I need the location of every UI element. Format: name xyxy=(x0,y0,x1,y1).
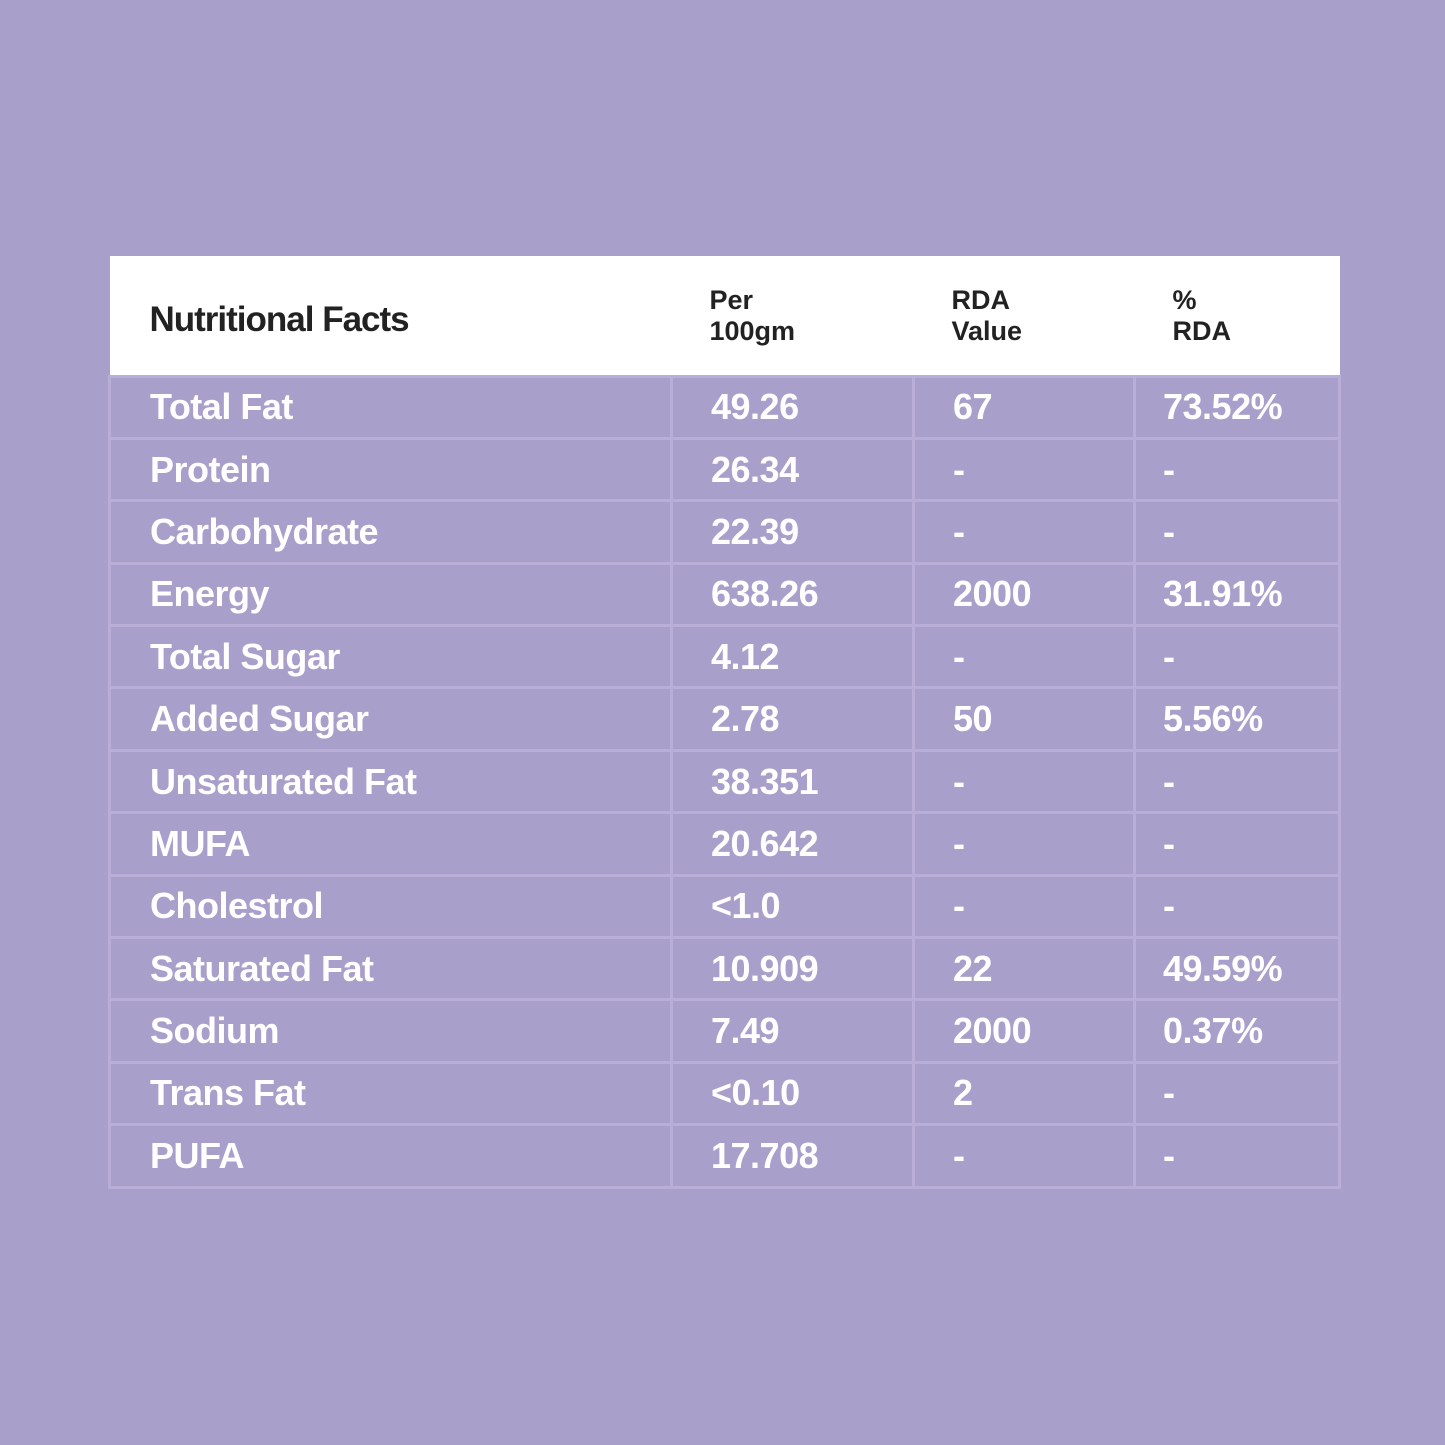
table-row: Protein 26.34- - xyxy=(108,436,1341,503)
table-row: PUFA 17.708- - xyxy=(108,1123,1341,1189)
cell-value: 22 xyxy=(912,936,1136,1002)
nutrient-name: Trans Fat xyxy=(108,1060,673,1127)
cell-value: 7.49 xyxy=(670,998,915,1064)
header-text: Nutritional Facts xyxy=(149,300,410,340)
cell-value: 49.26 xyxy=(670,374,915,440)
table-row: Unsaturated Fat 38.351- - xyxy=(108,748,1341,815)
nutrient-name: Total Sugar xyxy=(108,624,673,690)
header-text: Per xyxy=(709,285,754,316)
header-text: RDA xyxy=(1172,316,1232,347)
cell-value: <0.10 xyxy=(670,1060,915,1127)
table-row: Carbohydrate 22.39- - xyxy=(108,499,1341,565)
nutrient-name: Sodium xyxy=(108,998,673,1064)
cell-value: - xyxy=(912,436,1136,503)
nutrient-name: Cholestrol xyxy=(108,873,673,940)
cell-value: 67 xyxy=(912,374,1136,440)
cell-value: 49.59% xyxy=(1133,936,1341,1002)
header-cell: % RDA xyxy=(1135,256,1340,376)
cell-value: 2000 xyxy=(912,561,1136,628)
cell-value: 17.708 xyxy=(670,1123,915,1189)
cell-value: - xyxy=(1133,624,1341,690)
table-row: MUFA 20.642- - xyxy=(108,811,1341,877)
cell-value: 31.91% xyxy=(1133,561,1341,628)
cell-value: 10.909 xyxy=(670,936,915,1002)
nutrient-name: Total Fat xyxy=(108,374,673,440)
header-text: RDA xyxy=(951,285,1011,316)
cell-value: 2 xyxy=(912,1060,1136,1127)
cell-value: <1.0 xyxy=(670,873,915,940)
nutrient-name: MUFA xyxy=(108,811,673,877)
cell-value: - xyxy=(1133,1060,1341,1127)
table-row: Added Sugar 2.78 50 5.56% xyxy=(108,686,1341,752)
header-text: Value xyxy=(951,316,1023,347)
cell-value: 5.56% xyxy=(1133,686,1341,752)
cell-value: - xyxy=(912,748,1136,815)
cell-value: - xyxy=(1133,873,1341,940)
cell-value: 26.34 xyxy=(670,436,915,503)
cell-value: - xyxy=(1133,499,1341,565)
table-row: Sodium 7.49 2000 0.37% xyxy=(108,998,1341,1064)
cell-value: 38.351 xyxy=(670,748,915,815)
header-cell: Per 100gm xyxy=(672,256,914,376)
cell-value: - xyxy=(1133,811,1341,877)
nutrient-name: Energy xyxy=(108,561,673,628)
cell-value: - xyxy=(912,624,1136,690)
header-row: Nutritional Facts Per 100gm RDA Value% RDA xyxy=(109,256,1340,376)
table-row: Energy 638.26 2000 31.91% xyxy=(108,561,1341,628)
cell-value: - xyxy=(912,1123,1136,1189)
header-text: 100gm xyxy=(709,316,796,347)
cell-value: 22.39 xyxy=(670,499,915,565)
table-row: Saturated Fat 10.909 22 49.59% xyxy=(108,936,1341,1002)
cell-value: 20.642 xyxy=(670,811,915,877)
table-row: Total Fat 49.26 67 73.52% xyxy=(108,374,1341,440)
nutrient-name: Saturated Fat xyxy=(108,936,673,1002)
nutrient-name: Added Sugar xyxy=(108,686,673,752)
table-row: Trans Fat <0.10 2- xyxy=(108,1060,1341,1127)
cell-value: - xyxy=(1133,436,1341,503)
header-text: % xyxy=(1172,285,1197,316)
nutrient-name: Unsaturated Fat xyxy=(108,748,673,815)
cell-value: - xyxy=(1133,1123,1341,1189)
cell-value: - xyxy=(912,873,1136,940)
cell-value: 2.78 xyxy=(670,686,915,752)
cell-value: 4.12 xyxy=(670,624,915,690)
nutrient-name: Carbohydrate xyxy=(108,499,673,565)
table-body: Total Fat 49.26 67 73.52% Protein 26.34- - Carb… xyxy=(108,374,1341,1189)
cell-value: 2000 xyxy=(912,998,1136,1064)
nutrition-table: Nutritional Facts Per 100gm RDA Value% RDA To… xyxy=(108,256,1341,1189)
table-row: Total Sugar 4.12- - xyxy=(108,624,1341,690)
cell-value: 0.37% xyxy=(1133,998,1341,1064)
cell-value: 73.52% xyxy=(1133,374,1341,440)
cell-value: - xyxy=(912,811,1136,877)
table-header: Nutritional Facts Per 100gm RDA Value% RDA xyxy=(109,256,1340,376)
nutrient-name: Protein xyxy=(108,436,673,503)
cell-value: - xyxy=(1133,748,1341,815)
cell-value: 638.26 xyxy=(670,561,915,628)
cell-value: - xyxy=(912,499,1136,565)
cell-value: 50 xyxy=(912,686,1136,752)
header-cell: Nutritional Facts xyxy=(110,256,672,376)
table-row: Cholestrol <1.0- - xyxy=(108,873,1341,940)
nutrient-name: PUFA xyxy=(108,1123,673,1189)
header-cell: RDA Value xyxy=(914,256,1135,376)
